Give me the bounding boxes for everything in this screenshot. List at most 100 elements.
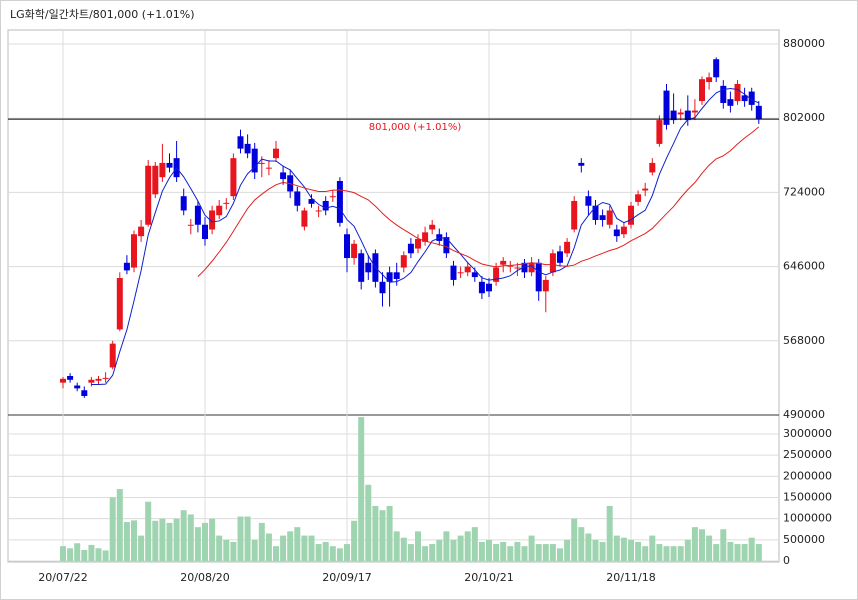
candle-body bbox=[741, 95, 748, 102]
candle-body bbox=[684, 110, 691, 121]
candle-body bbox=[315, 210, 322, 212]
candle-body bbox=[592, 205, 599, 220]
volume-bar bbox=[322, 541, 329, 561]
candle-body bbox=[578, 162, 585, 166]
volume-bar bbox=[138, 535, 145, 561]
volume-bar bbox=[557, 548, 563, 561]
candle-body bbox=[429, 224, 436, 230]
chart-title: LG화학/일간차트/801,000 (+1.01%) bbox=[10, 7, 195, 21]
candle-body bbox=[194, 205, 201, 225]
candle-body bbox=[478, 281, 485, 294]
candle-body bbox=[486, 283, 492, 292]
volume-bar bbox=[194, 527, 201, 561]
volume-bar bbox=[109, 497, 116, 561]
candle-body bbox=[585, 196, 592, 206]
volume-bar bbox=[720, 529, 727, 561]
volume-bar bbox=[258, 522, 265, 561]
volume-bar bbox=[699, 529, 705, 561]
candle-body bbox=[535, 262, 542, 292]
ma-line bbox=[91, 88, 760, 386]
candle-body bbox=[691, 110, 698, 113]
volume-bar bbox=[301, 535, 308, 561]
volume-bar bbox=[116, 489, 123, 561]
volume-bar bbox=[216, 535, 223, 561]
candle-body bbox=[386, 272, 393, 282]
volume-bar bbox=[400, 537, 407, 561]
candle-body bbox=[663, 90, 670, 125]
candle-body bbox=[88, 379, 95, 383]
candle-body bbox=[613, 229, 620, 237]
volume-bar bbox=[535, 544, 542, 561]
y2-tick-label: 500000 bbox=[783, 533, 825, 546]
volume-bar bbox=[507, 546, 514, 561]
y-tick-label: 568000 bbox=[783, 334, 825, 347]
candle-body bbox=[159, 162, 166, 178]
volume-bar bbox=[656, 544, 663, 561]
volume-bar bbox=[294, 527, 301, 561]
volume-bar bbox=[223, 539, 230, 561]
y2-tick-label: 2000000 bbox=[783, 469, 832, 482]
volume-bar bbox=[741, 544, 748, 561]
volume-bar bbox=[493, 544, 500, 561]
volume-bar bbox=[81, 549, 88, 561]
candle-body bbox=[223, 202, 230, 204]
volume-bar bbox=[173, 518, 180, 561]
x-tick-label: 20/11/18 bbox=[606, 571, 655, 584]
candle-body bbox=[400, 255, 407, 268]
volume-bar bbox=[748, 537, 755, 561]
volume-bar bbox=[528, 535, 535, 561]
candle-body bbox=[635, 194, 642, 202]
candle-body bbox=[358, 253, 365, 282]
candle-body bbox=[415, 239, 421, 249]
y-tick-label: 646000 bbox=[783, 260, 825, 273]
candle-body bbox=[656, 120, 663, 144]
candle-body bbox=[507, 265, 514, 267]
candle-body bbox=[734, 83, 741, 102]
volume-bar bbox=[500, 541, 507, 561]
candle-body bbox=[557, 251, 563, 263]
volume-bar bbox=[727, 541, 734, 561]
volume-bar bbox=[344, 544, 350, 561]
volume-bar bbox=[521, 546, 528, 561]
candle-body bbox=[273, 148, 279, 159]
candle-body bbox=[620, 226, 627, 235]
y-tick-label: 490000 bbox=[783, 408, 825, 421]
volume-bar bbox=[152, 520, 159, 561]
volume-bar bbox=[88, 544, 95, 561]
candle-body bbox=[187, 224, 194, 226]
volume-bar bbox=[677, 546, 684, 561]
volume-bar bbox=[123, 522, 130, 561]
candle-body bbox=[251, 148, 258, 173]
candle-body bbox=[521, 262, 528, 273]
candle-body bbox=[706, 77, 713, 83]
volume-bar bbox=[592, 539, 599, 561]
volume-bar bbox=[620, 537, 627, 561]
candle-body bbox=[713, 59, 720, 78]
candle-body bbox=[642, 188, 649, 191]
y2-tick-label: 0 bbox=[783, 554, 790, 567]
volume-bar bbox=[315, 544, 322, 561]
candle-body bbox=[699, 79, 705, 102]
volume-bar bbox=[478, 541, 485, 561]
volume-bar bbox=[358, 417, 365, 561]
candle-body bbox=[571, 200, 578, 230]
candle-body bbox=[344, 234, 350, 259]
candle-body bbox=[258, 162, 265, 164]
candle-body bbox=[166, 162, 173, 168]
candle-body bbox=[606, 210, 613, 225]
volume-bar bbox=[379, 510, 386, 561]
y2-tick-label: 3000000 bbox=[783, 427, 832, 440]
volume-bar bbox=[393, 531, 400, 561]
candle-body bbox=[280, 172, 287, 180]
volume-bar bbox=[230, 541, 237, 561]
y2-tick-label: 2500000 bbox=[783, 448, 832, 461]
volume-bar bbox=[372, 505, 379, 561]
candle-body bbox=[564, 241, 571, 254]
volume-bar bbox=[734, 544, 741, 561]
x-tick-label: 20/08/20 bbox=[180, 571, 229, 584]
volume-bar bbox=[187, 514, 194, 561]
volume-bar bbox=[209, 518, 216, 561]
volume-bar bbox=[606, 505, 613, 561]
candle-body bbox=[748, 91, 755, 105]
